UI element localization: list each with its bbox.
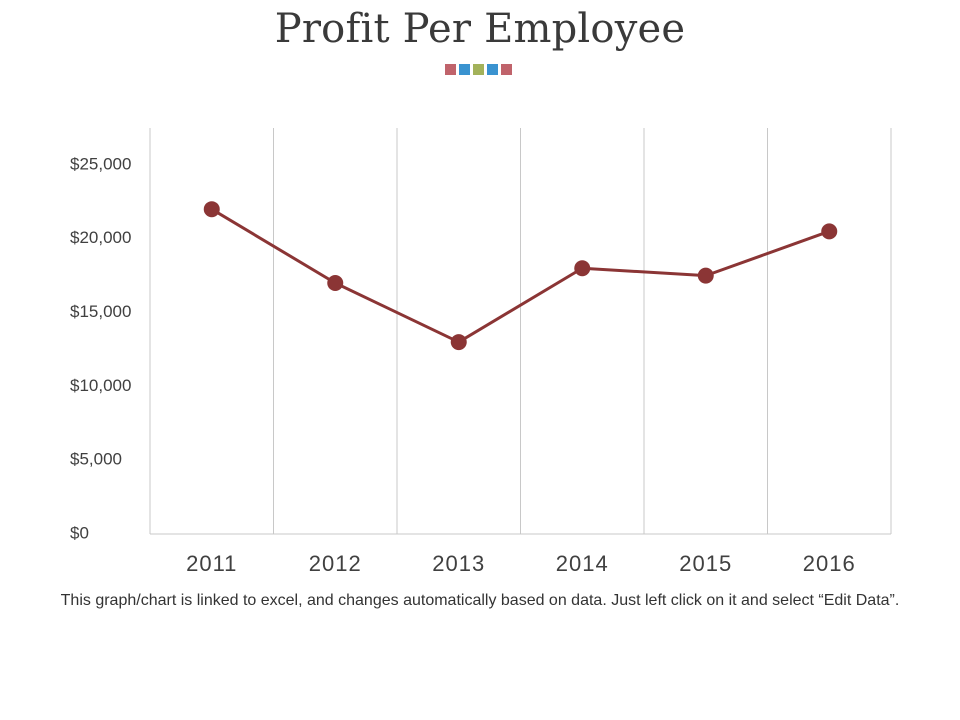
x-tick-label: 2012 xyxy=(309,551,362,576)
y-tick-label: $10,000 xyxy=(70,376,131,395)
y-tick-label: $25,000 xyxy=(70,154,131,173)
decor-square-4 xyxy=(487,64,498,75)
data-point xyxy=(327,275,344,292)
x-tick-label: 2015 xyxy=(679,551,732,576)
chart-title: Profit Per Employee xyxy=(274,6,686,52)
data-point xyxy=(697,267,714,284)
decorative-squares xyxy=(445,64,512,76)
data-point xyxy=(574,260,591,277)
decor-square-3 xyxy=(473,64,484,75)
x-tick-label: 2013 xyxy=(432,551,485,576)
decor-square-5 xyxy=(501,64,512,75)
y-tick-label: $0 xyxy=(70,523,89,542)
series-line xyxy=(210,207,830,344)
decor-square-1 xyxy=(445,64,456,75)
data-point xyxy=(450,334,467,351)
data-point xyxy=(203,201,220,218)
y-tick-label: $5,000 xyxy=(70,450,122,469)
x-tick-label: 2014 xyxy=(556,551,609,576)
y-tick-label: $15,000 xyxy=(70,302,131,321)
x-tick-label: 2016 xyxy=(803,551,856,576)
data-point xyxy=(821,223,838,240)
y-tick-label: $20,000 xyxy=(70,228,131,247)
x-tick-label: 2011 xyxy=(186,551,237,576)
decor-square-2 xyxy=(459,64,470,75)
chart-caption: This graph/chart is linked to excel, and… xyxy=(60,592,900,609)
